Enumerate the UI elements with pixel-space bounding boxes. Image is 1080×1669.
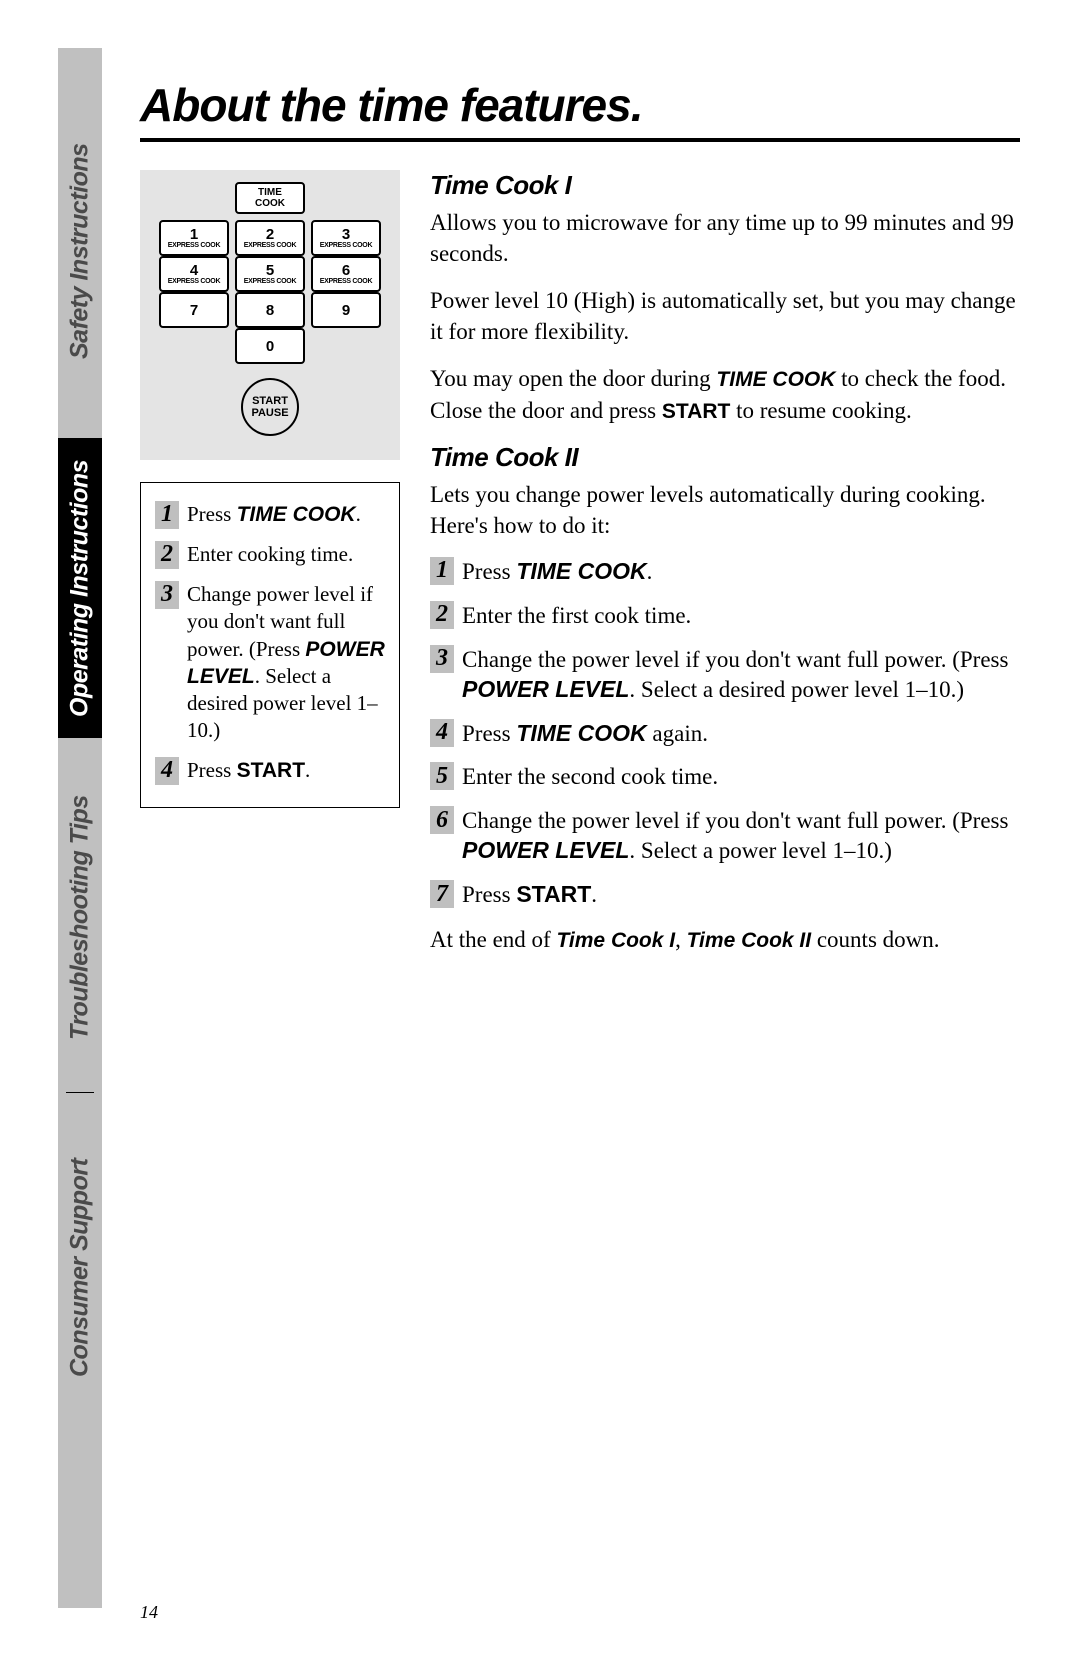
keypad-key-9: 9 (311, 292, 381, 328)
step-number: 7 (430, 880, 454, 908)
step-text: Change the power level if you don't want… (462, 645, 1020, 705)
right-column: Time Cook I Allows you to microwave for … (430, 170, 1020, 971)
step-text: Enter the second cook time. (462, 762, 1020, 792)
tab-troubleshooting[interactable]: Troubleshooting Tips (58, 778, 102, 1058)
keypad-time-cook: TIMECOOK (235, 182, 305, 214)
tc1-para-1: Allows you to microwave for any time up … (430, 207, 1020, 269)
tc1-para-2: Power level 10 (High) is automatically s… (430, 285, 1020, 347)
step-2: 2 Enter the first cook time. (430, 601, 1020, 631)
keypad-key-0: 0 (235, 328, 305, 364)
right-steps: 1 Press TIME COOK. 2 Enter the first cook t… (430, 557, 1020, 910)
keypad-start-pause: START PAUSE (241, 378, 299, 436)
step-number: 5 (430, 762, 454, 790)
closing-para: At the end of Time Cook I, Time Cook II … (430, 924, 1020, 955)
step-number: 3 (155, 581, 179, 609)
step-text: Change the power level if you don't want… (462, 806, 1020, 866)
step-text: Press START. (187, 757, 385, 785)
step-3: 3 Change power level if you don't want fu… (155, 581, 385, 745)
step-3: 3 Change the power level if you don't wan… (430, 645, 1020, 705)
step-number: 4 (155, 757, 179, 785)
keypad-key-8: 8 (235, 292, 305, 328)
tc2-para-1: Lets you change power levels automatical… (430, 479, 1020, 541)
keypad-key-6: 6EXPRESS COOK (311, 256, 381, 292)
step-text: Press TIME COOK. (462, 557, 1020, 587)
start-label: START (252, 395, 288, 407)
step-number: 2 (155, 541, 179, 569)
pause-label: PAUSE (251, 407, 288, 419)
step-text: Change power level if you don't want ful… (187, 581, 385, 745)
step-text: Press TIME COOK again. (462, 719, 1020, 749)
step-text: Press START. (462, 880, 1020, 910)
step-text: Enter cooking time. (187, 541, 385, 569)
step-number: 1 (430, 557, 454, 585)
tab-separator (66, 1092, 94, 1093)
step-number: 3 (430, 645, 454, 673)
sidebar-tabs: Safety Instructions Operating Instructio… (58, 48, 102, 1608)
step-5: 5 Enter the second cook time. (430, 762, 1020, 792)
keypad-key-4: 4EXPRESS COOK (159, 256, 229, 292)
tab-safety[interactable]: Safety Instructions (58, 126, 102, 376)
left-column: TIMECOOK 1EXPRESS COOK2EXPRESS COOK3EXPR… (140, 170, 400, 808)
keypad-illustration: TIMECOOK 1EXPRESS COOK2EXPRESS COOK3EXPR… (140, 170, 400, 460)
heading-tc2: Time Cook II (430, 442, 1020, 473)
heading-tc1: Time Cook I (430, 170, 1020, 201)
step-2: 2 Enter cooking time. (155, 541, 385, 569)
step-6: 6 Change the power level if you don't wan… (430, 806, 1020, 866)
page-number: 14 (140, 1602, 158, 1623)
step-text: Enter the first cook time. (462, 601, 1020, 631)
step-1: 1 Press TIME COOK. (155, 501, 385, 529)
step-4: 4 Press START. (155, 757, 385, 785)
step-text: Press TIME COOK. (187, 501, 385, 529)
page-title: About the time features. (140, 78, 1020, 142)
keypad-key-3: 3EXPRESS COOK (311, 220, 381, 256)
keypad-key-5: 5EXPRESS COOK (235, 256, 305, 292)
tab-operating[interactable]: Operating Instructions (58, 438, 102, 738)
left-steps-box: 1 Press TIME COOK. 2 Enter cooking time. 3 Ch… (140, 482, 400, 808)
keypad-key-1: 1EXPRESS COOK (159, 220, 229, 256)
keypad-key-7: 7 (159, 292, 229, 328)
page-content: About the time features. TIMECOOK 1EXPRE… (140, 78, 1020, 971)
step-7: 7 Press START. (430, 880, 1020, 910)
keypad-key-2: 2EXPRESS COOK (235, 220, 305, 256)
tab-consumer[interactable]: Consumer Support (58, 1138, 102, 1398)
tc1-para-3: You may open the door during TIME COOK t… (430, 363, 1020, 426)
step-number: 4 (430, 719, 454, 747)
step-number: 2 (430, 601, 454, 629)
step-4: 4 Press TIME COOK again. (430, 719, 1020, 749)
step-number: 1 (155, 501, 179, 529)
step-1: 1 Press TIME COOK. (430, 557, 1020, 587)
step-number: 6 (430, 806, 454, 834)
